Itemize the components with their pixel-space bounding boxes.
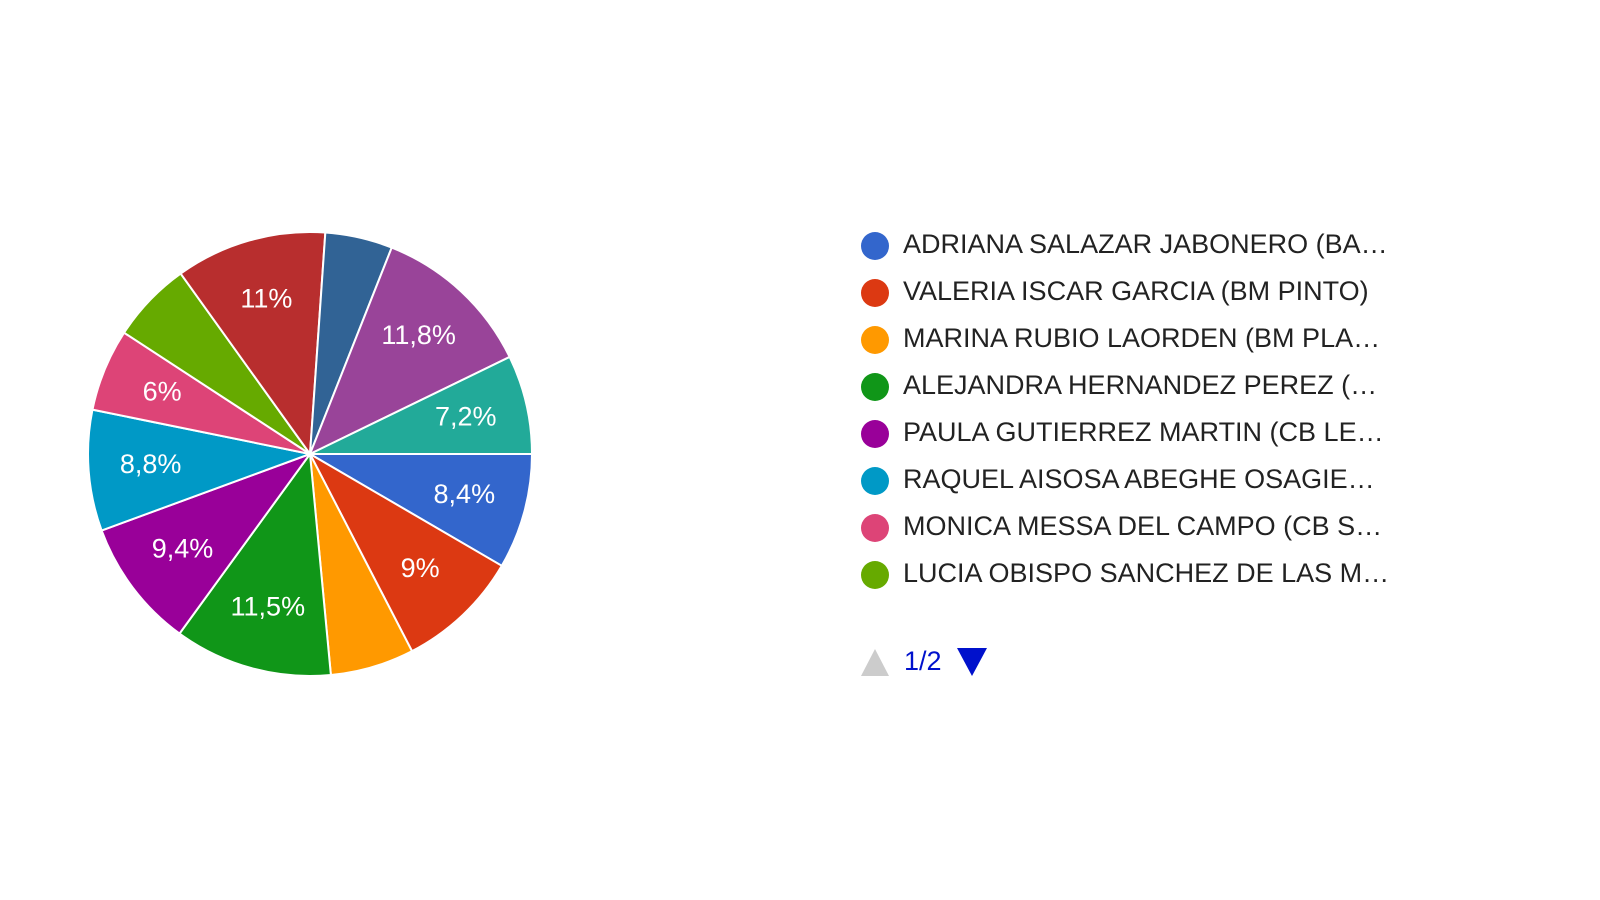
- legend-marker: [861, 326, 889, 354]
- legend-label: PAULA GUTIERREZ MARTIN (CB LE…: [903, 417, 1384, 447]
- legend-label: MONICA MESSA DEL CAMPO (CB S…: [903, 511, 1382, 541]
- pie-slice: [87, 408, 314, 532]
- pie-slice: [306, 453, 534, 568]
- legend-marker: [861, 232, 889, 260]
- legend-marker: [861, 420, 889, 448]
- pie-slice: [309, 355, 534, 455]
- legend-label: ADRIANA SALAZAR JABONERO (BA…: [903, 229, 1388, 259]
- slice-label: 11%: [240, 283, 292, 313]
- slice-label: 9%: [401, 553, 440, 583]
- legend-label: VALERIA ISCAR GARCIA (BM PINTO): [903, 276, 1369, 306]
- legend-page: 1/2: [904, 646, 942, 676]
- slice-label: 8,8%: [120, 449, 182, 479]
- legend-marker: [861, 373, 889, 401]
- pie-slice: [307, 451, 504, 653]
- legend-label: LUCIA OBISPO SANCHEZ DE LAS M…: [903, 558, 1389, 588]
- pie-slice: [308, 246, 512, 457]
- pie-slice: [100, 451, 313, 635]
- legend-marker: [861, 467, 889, 495]
- pie-slice: [178, 451, 332, 677]
- legend-marker: [861, 561, 889, 589]
- slice-label: 6%: [143, 376, 182, 406]
- legend-label: MARINA RUBIO LAORDEN (BM PLA…: [903, 323, 1380, 353]
- slice-label: 11,8%: [381, 320, 456, 350]
- pager-up[interactable]: [861, 649, 889, 676]
- legend-marker: [861, 514, 889, 542]
- pager-down[interactable]: [957, 648, 987, 676]
- pie-slice: [179, 231, 327, 457]
- slice-label: 7,2%: [435, 401, 497, 431]
- legend-label: RAQUEL AISOSA ABEGHE OSAGIE…: [903, 464, 1375, 494]
- legend-label: ALEJANDRA HERNANDEZ PEREZ (…: [903, 370, 1377, 400]
- slice-label: 11,5%: [231, 591, 306, 621]
- slice-label: 8,4%: [434, 479, 496, 509]
- legend-marker: [861, 279, 889, 307]
- slice-label: 9,4%: [152, 533, 214, 563]
